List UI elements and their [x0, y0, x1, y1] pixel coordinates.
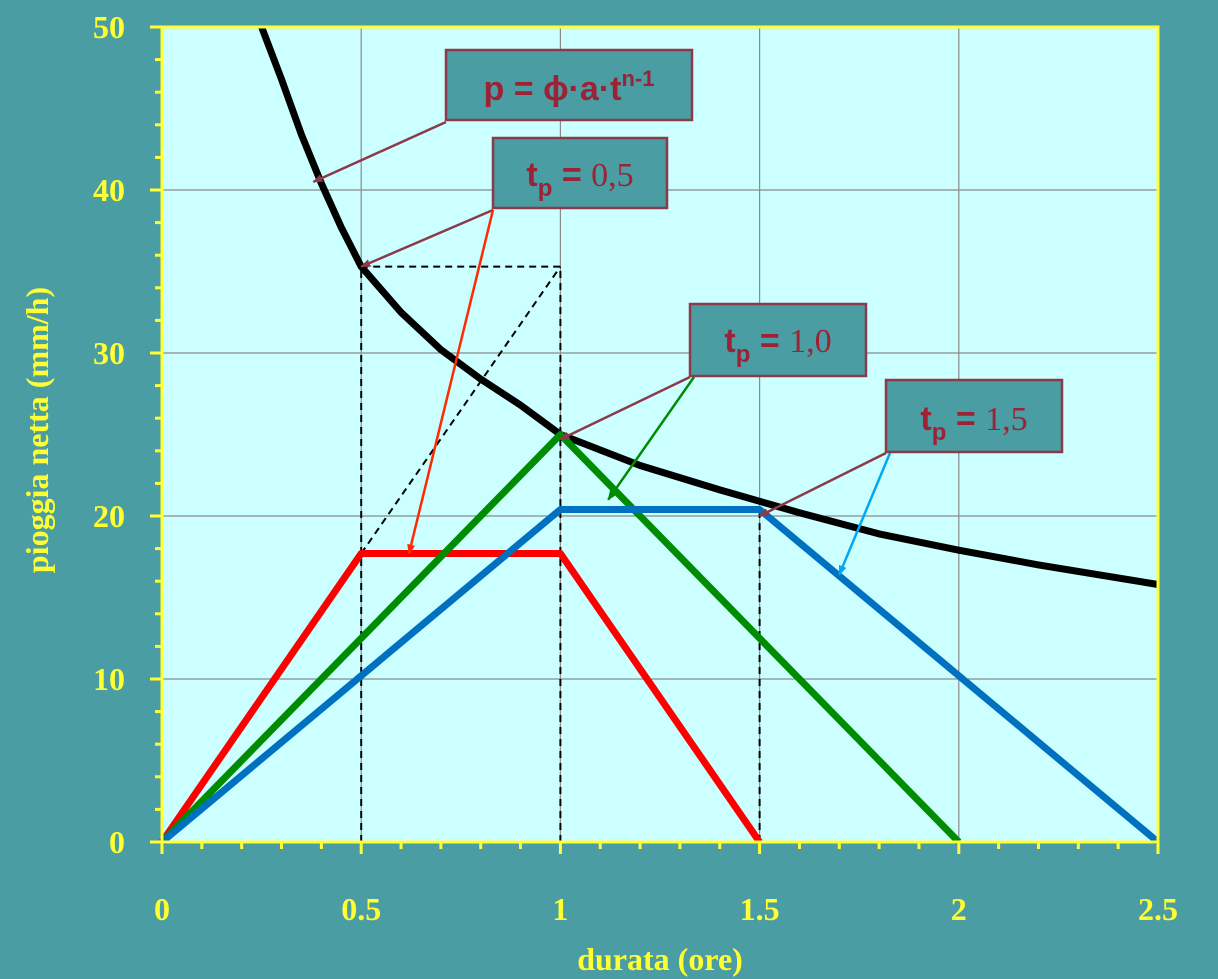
annotation-text: p = ϕ·a·tn-1: [484, 66, 655, 108]
tp-equals: =: [750, 322, 789, 360]
tick-labels: 0 0.5 1 1.5 2 2.5 0 10 20 30 40 50: [93, 9, 1178, 927]
formula-exponent: n-1: [621, 66, 654, 91]
annotation-tp05: tp = 0,5: [360, 136, 669, 555]
annotation-tp10: tp = 1,0: [559, 302, 868, 501]
annotation-arrow: [312, 120, 447, 183]
y-tick-label: 0: [109, 824, 125, 860]
x-tick-label: 2: [951, 891, 967, 927]
guide-line: [360, 266, 562, 555]
y-tick-label: 40: [93, 172, 125, 208]
y-tick-label: 20: [93, 498, 125, 534]
x-axis-label: durata (ore): [577, 941, 743, 977]
x-tick-label: 1: [552, 891, 568, 927]
guide-lines: [360, 265, 761, 842]
annotation-box: [444, 48, 694, 122]
axis-ticks: [150, 25, 1160, 854]
tp-value: 1,0: [789, 323, 832, 360]
annotation-arrow: [360, 208, 494, 268]
formula-text: p = ϕ·a·t: [484, 70, 622, 108]
tp-label: t: [526, 156, 537, 194]
annotation-arrow-secondary: [407, 209, 495, 555]
tp-subscript: p: [932, 419, 947, 446]
plot-frame: [160, 25, 1160, 844]
y-axis-label: pioggia netta (mm/h): [19, 287, 55, 573]
x-tick-label: 0: [154, 891, 170, 927]
tp-equals: =: [946, 400, 985, 438]
annotation-arrow-secondary: [607, 376, 696, 501]
annotation-arrow: [559, 375, 691, 441]
annotations: p = ϕ·a·tn-1tp = 0,5tp = 1,0tp = 1,5: [312, 48, 1064, 576]
annotation-text: tp = 1,0: [724, 322, 831, 368]
tp-subscript: p: [538, 175, 553, 202]
y-tick-label: 10: [93, 661, 125, 697]
x-tick-label: 2.5: [1138, 891, 1178, 927]
tp-label: t: [920, 400, 931, 438]
y-tick-label: 30: [93, 335, 125, 371]
tp-equals: =: [552, 156, 591, 194]
annotation-text: tp = 1,5: [920, 400, 1027, 446]
y-tick-label: 50: [93, 9, 125, 45]
annotation-tp15: tp = 1,5: [758, 378, 1064, 576]
annotation-text: tp = 0,5: [526, 156, 633, 202]
annotation-formula: p = ϕ·a·tn-1: [312, 48, 694, 183]
annotation-arrow-secondary: [838, 452, 892, 576]
tp-value: 1,5: [985, 401, 1028, 438]
annotation-box: [688, 302, 868, 378]
x-tick-label: 1.5: [740, 891, 780, 927]
x-tick-label: 0.5: [341, 891, 381, 927]
series-line-1: [159, 550, 763, 844]
tp-subscript: p: [736, 341, 751, 368]
annotation-box: [491, 136, 669, 210]
annotation-arrow: [758, 451, 887, 518]
tp-label: t: [724, 322, 735, 360]
tp-value: 0,5: [591, 157, 634, 194]
series-line-3: [159, 506, 1161, 845]
annotation-box: [884, 378, 1064, 454]
